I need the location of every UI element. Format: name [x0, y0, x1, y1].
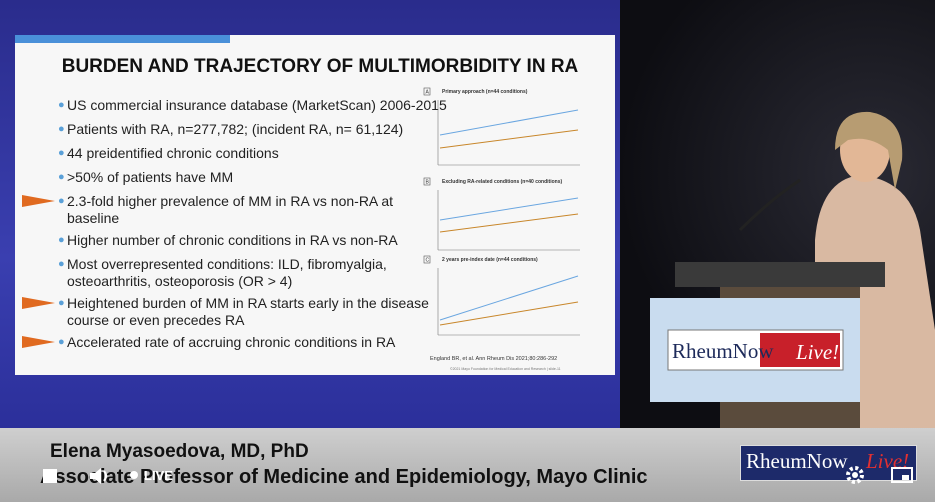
speaker-position: Associate Professor of Medicine and Epid…	[40, 466, 648, 488]
panel-letter: A	[426, 90, 430, 96]
bullet-text: Patients with RA, n=277,782; (incident R…	[67, 121, 404, 137]
bullet-text: 2.3-fold higher prevalence of MM in RA v…	[67, 193, 394, 209]
slide-footer: ©2021 Mayo Foundation for Medical Educat…	[450, 367, 561, 371]
bullet-text: Higher number of chronic conditions in R…	[67, 232, 398, 248]
line-ra	[439, 275, 579, 321]
panel-box	[423, 255, 431, 264]
line-non-ra	[439, 129, 579, 149]
logo-brand: RheumNow	[746, 449, 848, 473]
slide	[15, 35, 615, 375]
logo	[740, 445, 917, 481]
settings-button[interactable]	[845, 465, 865, 485]
bullet-marker: ●	[58, 297, 65, 309]
slide-accent	[15, 35, 230, 43]
bullet-marker: ●	[58, 171, 65, 183]
live-dot	[130, 471, 138, 479]
bullet-text: osteoarthritis, osteoporosis (OR > 4)	[67, 273, 293, 289]
slide-title: BURDEN AND TRAJECTORY OF MULTIMORBIDITY …	[61, 56, 579, 77]
citation: England BR, et al. Ann Rheum Dis 2021;80…	[430, 356, 557, 362]
panel-box	[423, 87, 431, 96]
panel-letter: C	[426, 258, 430, 264]
fullscreen-button[interactable]	[890, 466, 914, 484]
panel-box	[423, 177, 431, 186]
bullet-marker: ●	[58, 99, 65, 111]
bullet-text: >50% of patients have MM	[67, 169, 234, 185]
arrow-marker	[22, 336, 55, 348]
bullet-text: Heightened burden of MM in RA starts ear…	[67, 295, 429, 311]
sign-tag-box	[760, 333, 840, 367]
bullet-marker: ●	[58, 123, 65, 135]
bullet-text: baseline	[67, 210, 120, 226]
bullet-text: Accelerated rate of accruing chronic con…	[67, 334, 396, 350]
bullet-marker: ●	[58, 147, 65, 159]
line-non-ra	[439, 213, 579, 233]
podium-top	[675, 262, 885, 287]
stage-scene: RheumNow Live!	[650, 111, 935, 430]
microphone	[738, 178, 801, 232]
line-ra	[439, 197, 579, 221]
panel-title: Primary approach (n=44 conditions)	[442, 89, 528, 95]
bullet-marker: ●	[58, 258, 65, 270]
bullet-marker: ●	[58, 195, 65, 207]
arrow-marker	[22, 297, 55, 309]
bullet-marker: ●	[58, 234, 65, 246]
bullet-text: US commercial insurance database (Market…	[67, 97, 447, 113]
line-non-ra	[439, 301, 579, 326]
sign-brand: RheumNow	[672, 339, 774, 363]
bullet-marker: ●	[58, 336, 65, 348]
bullet-text: 44 preidentified chronic conditions	[67, 145, 279, 161]
speaker-name: Elena Myasoedova, MD, PhD	[50, 441, 309, 462]
sign-tag: Live!	[795, 340, 839, 364]
bullet-text: course or even precedes RA	[67, 312, 245, 328]
arrow-marker	[22, 195, 55, 207]
panel-letter: B	[426, 180, 430, 186]
panel-title: 2 years pre-index date (n=44 conditions)	[442, 257, 538, 263]
volume-button[interactable]	[88, 465, 110, 487]
live-label[interactable]: LIVE	[144, 468, 173, 483]
panel-title: Excluding RA-related conditions (n=40 co…	[442, 179, 562, 185]
line-ra	[439, 109, 579, 136]
figure: A Primary approach (n=44 conditions) B E…	[423, 87, 580, 371]
stop-button[interactable]	[43, 469, 57, 483]
speaker-hair	[835, 111, 903, 190]
bullet-text: Most overrepresented conditions: ILD, fi…	[67, 256, 387, 272]
